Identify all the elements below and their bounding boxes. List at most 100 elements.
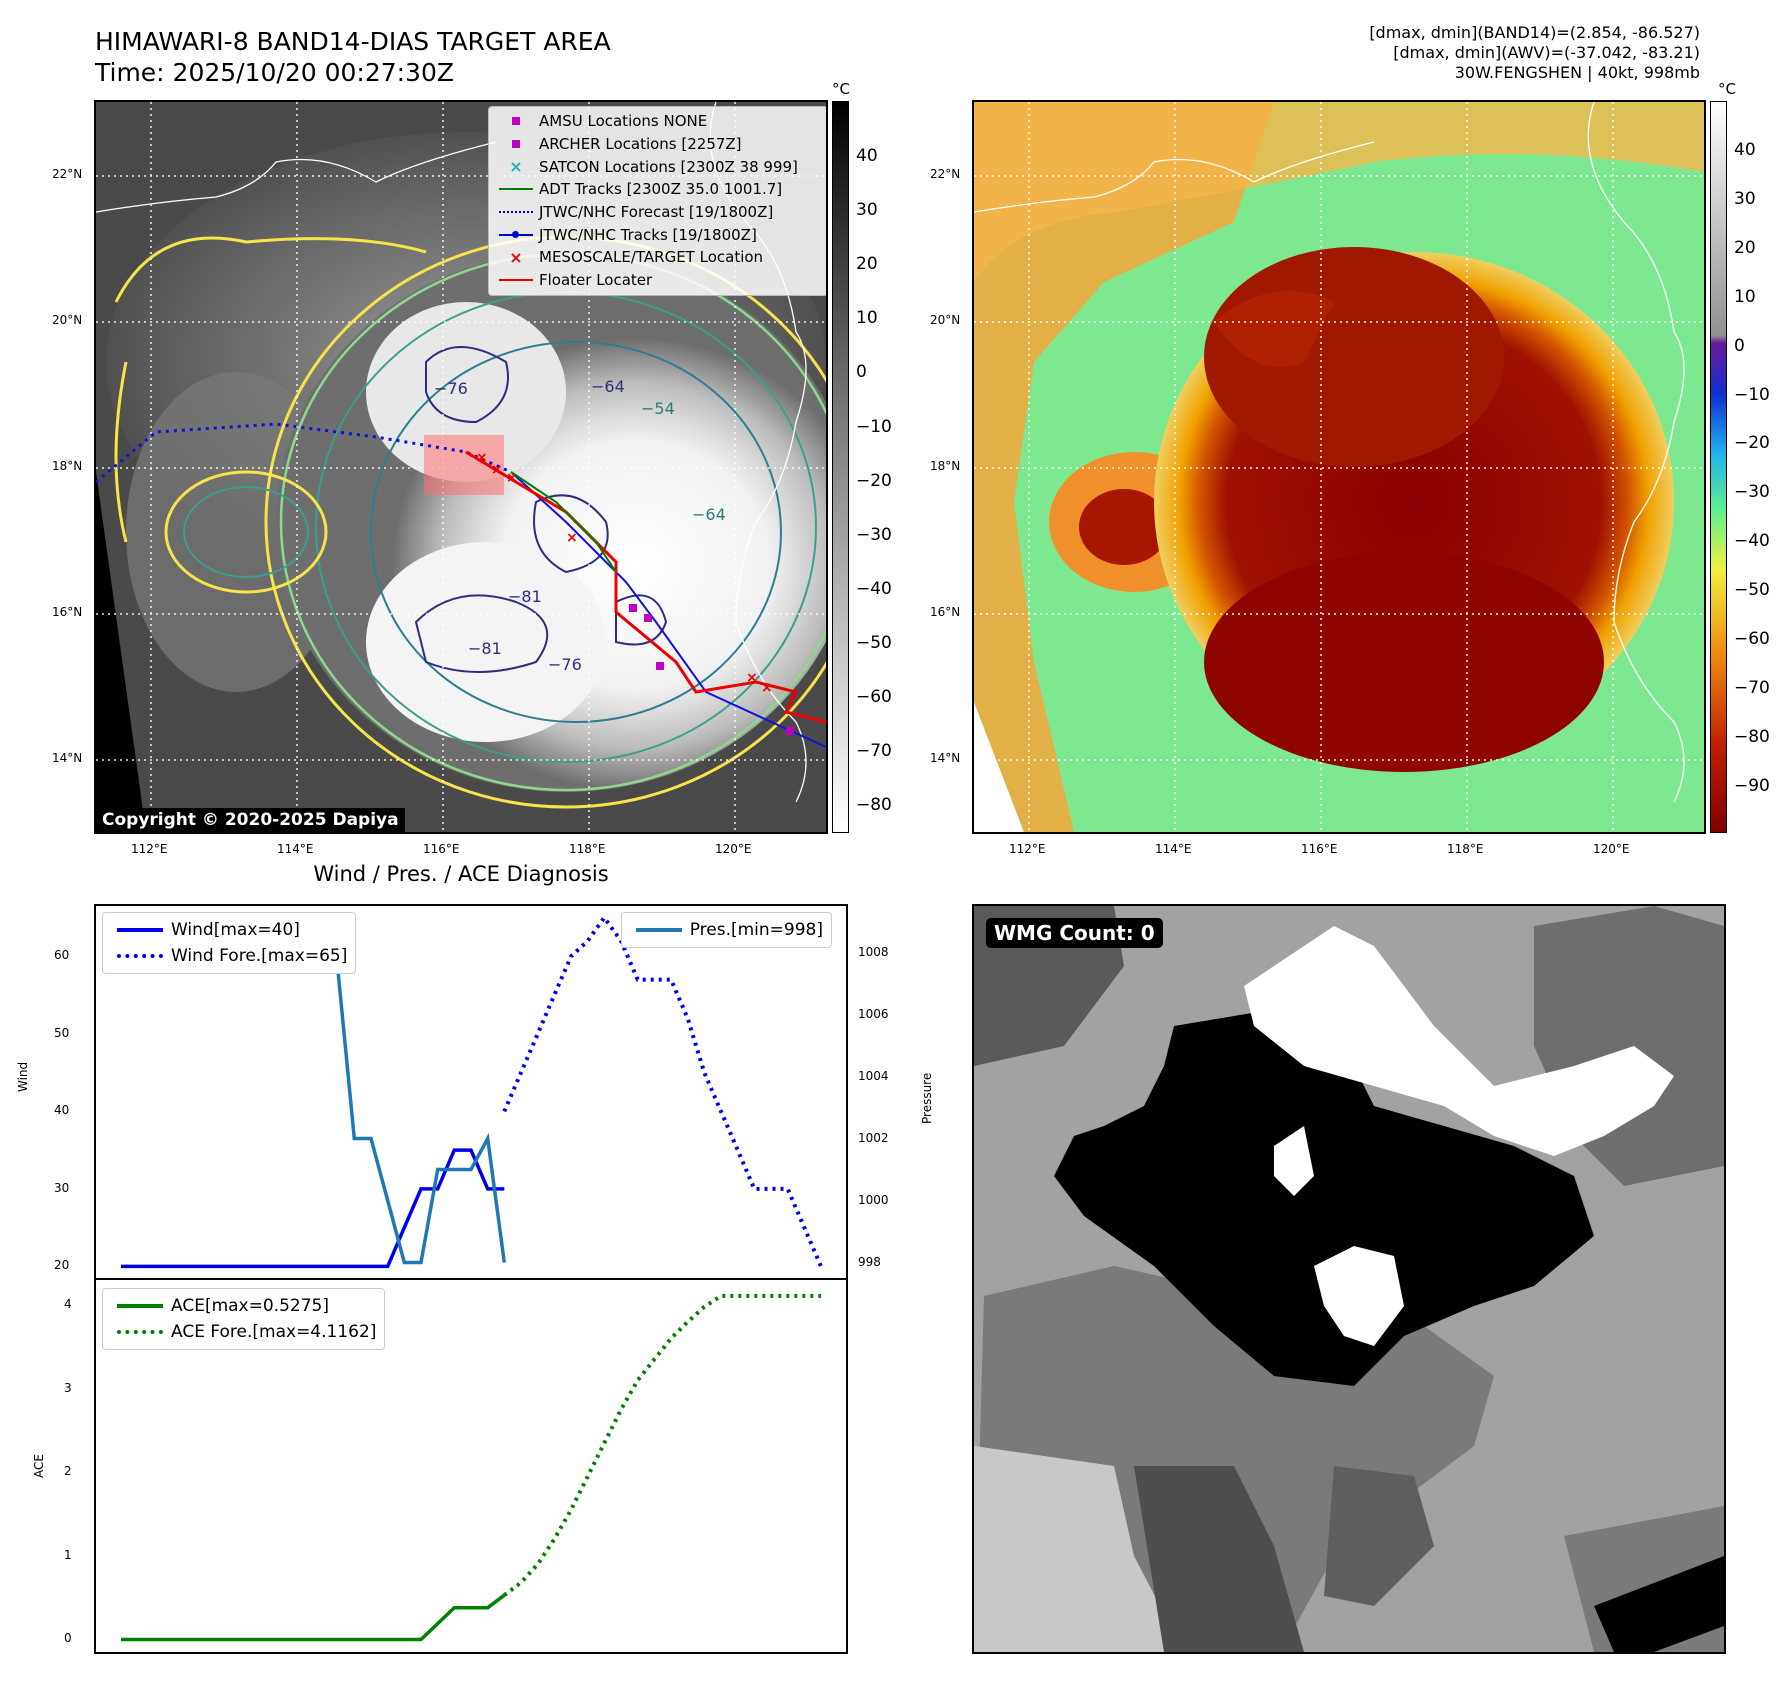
legend-label: Wind Fore.[max=65] [171, 946, 348, 966]
ir-colorbar-tick: −70 [856, 741, 892, 762]
ir-colorbar-tick: −50 [856, 632, 892, 653]
series-line-0 [121, 1593, 506, 1642]
legend-item: Wind[max=40] [111, 917, 347, 943]
legend-item: JTWC/NHC Tracks [19/1800Z] [493, 223, 823, 246]
legend-label: JTWC/NHC Tracks [19/1800Z] [539, 225, 757, 244]
enh-colorbar-tick: 10 [1734, 286, 1756, 307]
ir-colorbar-tick: 30 [856, 200, 878, 221]
wmg-panel: WMG Count: 0 [972, 904, 1726, 1654]
lat-label-14N: 14°N [930, 751, 961, 765]
enh-colorbar-tick: −50 [1734, 580, 1770, 601]
enhanced-map-panel [972, 100, 1706, 834]
wind-axis-title: Wind [16, 1061, 30, 1092]
ace-plot [121, 1293, 821, 1642]
lat-label-18N: 18°N [930, 459, 961, 473]
enh-colorbar-tick: 20 [1734, 237, 1756, 258]
wind-tick-label: 60 [54, 948, 70, 963]
ace-tick-label: 2 [64, 1464, 72, 1479]
lon-label-116E: 116°E [423, 842, 460, 856]
legend-item: AMSU Locations NONE [493, 110, 823, 133]
legend-label: JTWC/NHC Forecast [19/1800Z] [539, 203, 774, 222]
lon-label-116E: 116°E [1301, 842, 1338, 856]
series-line-1 [503, 1293, 821, 1597]
legend-item: × MESOSCALE/TARGET Location [493, 246, 823, 269]
copyright-label: Copyright © 2020-2025 Dapiya [96, 808, 405, 832]
wind-tick-label: 20 [54, 1258, 70, 1273]
lat-label-16N: 16°N [930, 605, 961, 619]
ir-colorbar-tick: 40 [856, 146, 878, 166]
legend-symbol-icon [493, 140, 539, 149]
legend-label: AMSU Locations NONE [539, 112, 708, 131]
legend-item: ACE Fore.[max=4.1162] [111, 1319, 376, 1345]
enh-colorbar-tick: −70 [1734, 677, 1770, 698]
legend-label: SATCON Locations [2300Z 38 999] [539, 157, 798, 176]
enh-colorbar-tick: 0 [1734, 335, 1745, 356]
enhanced-map-image [974, 102, 1704, 832]
legend-symbol-icon: × [509, 247, 523, 267]
enh-colorbar-tick: −10 [1734, 384, 1770, 405]
pressure-tick-label: 1004 [858, 1068, 889, 1083]
stats-band14: [dmax, dmin](BAND14)=(2.854, -86.527) [1369, 23, 1700, 42]
ir-colorbar-tick: −40 [856, 578, 892, 599]
contour-label-81b: −81 [468, 639, 502, 658]
lat-label-20N: 20°N [52, 313, 83, 327]
lon-label-114E: 114°E [277, 842, 314, 856]
enh-colorbar-tick: −40 [1734, 531, 1770, 552]
wind-tick-label: 30 [54, 1180, 70, 1195]
contour-label-76b: −76 [548, 655, 582, 674]
legend-label: ADT Tracks [2300Z 35.0 1001.7] [539, 180, 783, 199]
lat-label-16N: 16°N [52, 605, 83, 619]
ace-tick-label: 0 [64, 1631, 72, 1646]
legend-label: ARCHER Locations [2257Z] [539, 135, 742, 154]
legend-swatch-icon [117, 954, 163, 958]
contour-label-54: −54 [641, 399, 675, 418]
series-line-0 [121, 1148, 505, 1269]
legend-label: MESOSCALE/TARGET Location [539, 248, 764, 267]
pressure-legend: Pres.[min=998] [620, 912, 832, 948]
legend-label: Wind[max=40] [171, 920, 300, 940]
ace-axis-title: ACE [32, 1454, 46, 1478]
lon-label-118E: 118°E [569, 842, 606, 856]
diagnosis-title: Wind / Pres. / ACE Diagnosis [313, 862, 609, 886]
wmg-count-label: WMG Count: 0 [986, 918, 1163, 948]
legend-symbol-icon: × [509, 157, 523, 177]
pressure-tick-label: 1002 [858, 1130, 889, 1145]
enh-colorbar-tick: −20 [1734, 433, 1770, 454]
enh-colorbar-tick: −80 [1734, 726, 1770, 747]
ir-colorbar-tick: −80 [856, 795, 892, 816]
svg-text:×: × [566, 530, 578, 546]
legend-label: Floater Locater [539, 271, 653, 290]
enh-colorbar-tick: −90 [1734, 775, 1770, 796]
legend-symbol-icon [493, 211, 539, 214]
legend-swatch-icon [117, 1330, 163, 1334]
ir-colorbar-tick: −30 [856, 524, 892, 545]
legend-item: ACE[max=0.5275] [111, 1293, 376, 1319]
ace-legend: ACE[max=0.5275] ACE Fore.[max=4.1162] [102, 1288, 386, 1350]
lon-label-120E: 120°E [715, 842, 752, 856]
ace-tick-label: 1 [64, 1547, 72, 1562]
ir-colorbar-tick: −20 [856, 470, 892, 491]
enh-colorbar-tick: −60 [1734, 629, 1770, 649]
legend-item: ADT Tracks [2300Z 35.0 1001.7] [493, 178, 823, 201]
wind-tick-label: 50 [54, 1025, 70, 1040]
ir-legend: AMSU Locations NONE ARCHER Locations [225… [488, 106, 826, 296]
legend-item: Wind Fore.[max=65] [111, 943, 347, 969]
legend-item: Floater Locater [493, 269, 823, 292]
lat-label-22N: 22°N [930, 167, 961, 181]
pressure-tick-label: 1008 [858, 944, 889, 959]
svg-text:×: × [761, 680, 773, 696]
ace-tick-label: 3 [64, 1380, 72, 1395]
svg-text:×: × [491, 462, 503, 478]
enh-colorbar-tick: 30 [1734, 188, 1756, 209]
wind-pressure-chart: Wind[max=40] Wind Fore.[max=65] Pres.[min… [94, 904, 848, 1280]
lat-label-18N: 18°N [52, 459, 83, 473]
enh-colorbar-tick: 40 [1734, 140, 1756, 160]
lat-label-14N: 14°N [52, 751, 83, 765]
enh-colorbar-unit: °C [1718, 80, 1736, 98]
pressure-tick-label: 1006 [858, 1006, 889, 1021]
lon-label-114E: 114°E [1155, 842, 1192, 856]
ir-colorbar-unit: °C [832, 80, 850, 98]
lon-label-118E: 118°E [1447, 842, 1484, 856]
wind-tick-label: 40 [54, 1103, 70, 1118]
lat-label-22N: 22°N [52, 167, 83, 181]
